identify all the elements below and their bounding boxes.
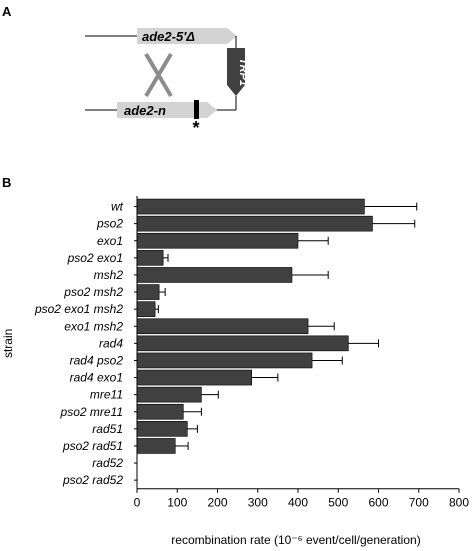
trp1-label: TRP1 [237,58,249,86]
panel-b: B wt pso2 exo1 pso2 exo1 msh2 pso2 msh2 pso2 e… [1,175,469,547]
strain-label: wt [111,200,124,214]
bar [136,301,156,317]
strain-label: rad4 [99,336,123,350]
x-tick-label: 700 [409,496,429,510]
y-axis-title: strain [1,329,15,358]
bar [136,250,164,266]
bar [136,403,184,420]
strain-label: mre11 [90,388,123,402]
strain-label: rad4 pso2 [70,353,124,367]
x-axis-title: recombination rate (10⁻⁶ event/cell/gene… [171,533,420,547]
strain-label: pso2 exo1 msh2 [34,302,123,316]
bar [136,232,299,249]
x-tick-label: 600 [368,496,388,510]
x-tick-label: 100 [167,496,187,510]
lower-gene-label: ade2-n [124,103,166,118]
x-tick-label: 300 [248,496,268,510]
bar [136,369,253,386]
bar [136,335,349,352]
bar [136,267,293,283]
mutation-asterisk: * [192,118,199,138]
strain-label: pso2 mre11 [60,405,123,419]
strain-label: exo1 msh2 [64,319,123,333]
bar [136,215,373,232]
strain-label: exo1 [97,234,123,248]
panel-b-label: B [2,175,11,190]
panel-a-label: A [2,4,12,19]
x-tick-label: 400 [288,496,308,510]
bar [136,421,188,437]
trp1-marker-arrow [227,48,245,96]
strain-label: pso2 exo1 [67,251,123,265]
strain-label: rad52 [92,456,123,470]
bar-chart: wt pso2 exo1 pso2 exo1 msh2 pso2 msh2 pso2 exo… [1,196,469,547]
strain-label: pso2 rad52 [62,473,123,487]
strain-label: pso2 msh2 [63,285,123,299]
bar [136,438,176,454]
bar [136,318,309,335]
upper-gene-arrow [137,28,237,44]
x-tick-label: 500 [328,496,348,510]
bar [136,284,160,300]
bar [136,386,202,403]
panel-a: A ade2-5′Δ TRP1 ade2-n * [2,4,249,138]
strain-label: pso2 [96,217,123,231]
strain-label: pso2 rad51 [62,439,123,453]
mutation-box [194,100,199,119]
x-tick-label: 0 [134,496,141,510]
x-tick-label: 200 [207,496,227,510]
bar [136,352,313,369]
bar [136,198,365,215]
upper-gene-label: ade2-5′Δ [142,29,195,44]
strain-label: rad51 [92,422,123,436]
lower-gene-arrow [117,102,217,118]
crossover-line-2 [144,52,173,98]
strain-label: rad4 exo1 [70,371,123,385]
x-tick-label: 800 [449,496,469,510]
strain-label: msh2 [94,268,124,282]
